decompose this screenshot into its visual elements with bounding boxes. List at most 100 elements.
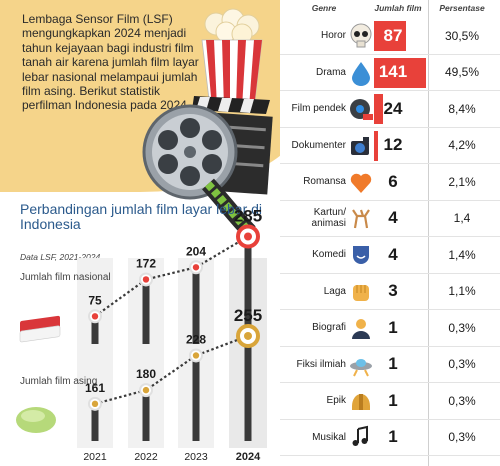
- data-label: 180: [136, 367, 156, 381]
- x-tick-label: 2022: [134, 451, 158, 463]
- stem-0-2: [192, 267, 200, 344]
- percentage-value: 1,1%: [448, 284, 476, 299]
- genre-label: Horor: [320, 30, 346, 42]
- deer-icon: [352, 208, 370, 228]
- genre-label: Fiksi ilmiah: [296, 358, 346, 370]
- genre-label: Kartun/ animasi: [311, 207, 346, 230]
- portrait-icon: [352, 319, 370, 339]
- genre-label: Laga: [323, 285, 346, 297]
- intro-text: Lembaga Sensor Film (LSF) mengungkapkan …: [22, 12, 199, 113]
- series-label-asing: Jumlah film asing: [20, 376, 98, 387]
- film-count: 6: [388, 171, 398, 191]
- stem-0-0: [91, 316, 99, 344]
- data-point-core-1-2: [192, 352, 200, 359]
- percentage-value: 1,4%: [448, 247, 476, 262]
- data-label: 161: [85, 381, 105, 395]
- percentage-value: 8,4%: [448, 101, 476, 116]
- table-row: Fiksi ilmiah 1 0,3%: [280, 347, 500, 383]
- indonesian-flag-icon: [19, 315, 61, 343]
- header-count: Jumlah film: [374, 3, 422, 13]
- film-reel-illustration: [142, 104, 238, 200]
- table-row: Kartun/ animasi 4 1,4: [280, 201, 500, 237]
- series-line-1: [94, 334, 249, 405]
- line-chart: 75 172 204 285 161 180 228 255 2021 2022 2023 2024: [16, 207, 267, 463]
- film-count: 87: [383, 25, 403, 45]
- table-row: Horor 87 30,5%: [280, 18, 500, 55]
- ufo-icon: [350, 358, 372, 376]
- header-percentage: Persentase: [439, 3, 485, 13]
- count-bar: [374, 130, 379, 161]
- heart-icon: [350, 173, 372, 193]
- music-note-icon: [352, 425, 368, 446]
- genre-label: Musikal: [312, 431, 346, 443]
- data-label: 255: [234, 306, 262, 325]
- data-point-core-1-3: [244, 331, 252, 340]
- stem-1-1: [142, 390, 150, 441]
- genre-label: Romansa: [303, 176, 346, 188]
- stem-1-3: [244, 335, 252, 441]
- table-row: Biografi 1 0,3%: [280, 310, 500, 347]
- film-reel-icon: [350, 99, 373, 120]
- x-tick-label: 2021: [83, 451, 107, 463]
- skull-icon: [350, 23, 372, 48]
- series-line-0: [94, 235, 249, 318]
- count-bar: [374, 21, 407, 51]
- data-label: 172: [136, 256, 156, 270]
- film-count: 4: [388, 244, 398, 264]
- table-row: Drama 141 49,5%: [280, 55, 500, 91]
- stem-1-2: [192, 355, 200, 441]
- popcorn-icon: [201, 8, 263, 109]
- film-count: 24: [383, 98, 403, 118]
- genre-label: Komedi: [312, 249, 346, 261]
- helmet-icon: [352, 394, 370, 410]
- percentage-value: 2,1%: [448, 174, 476, 189]
- stem-0-1: [142, 279, 150, 344]
- film-count: 1: [388, 354, 398, 374]
- chart-source: Data LSF, 2021-2024: [20, 252, 101, 262]
- data-label: 75: [88, 293, 102, 307]
- film-count: 1: [388, 427, 398, 447]
- genre-label: Film pendek: [291, 103, 346, 115]
- table-row: Film pendek 24 8,4%: [280, 91, 500, 128]
- x-tick-label: 2023: [184, 451, 208, 463]
- percentage-value: 0,3%: [448, 320, 476, 335]
- chart-title: Perbandingan jumlah film layar lebar di …: [20, 201, 263, 232]
- film-count: 1: [388, 390, 398, 410]
- stem-0-3: [244, 236, 252, 344]
- fist-icon: [353, 284, 369, 301]
- column-divider: [428, 0, 429, 466]
- tear-drop-icon: [352, 61, 370, 86]
- table-row: Musikal 1 0,3%: [280, 420, 500, 456]
- header-genre: Genre: [311, 3, 337, 13]
- genre-label: Drama: [315, 66, 346, 78]
- data-label: 228: [186, 332, 206, 346]
- table-row: Laga 3 1,1%: [280, 274, 500, 310]
- data-point-core-0-3: [244, 232, 252, 241]
- film-count: 3: [388, 281, 398, 301]
- percentage-value: 4,2%: [448, 138, 476, 153]
- genre-label: Biografi: [312, 322, 346, 334]
- data-point-core-0-2: [192, 264, 200, 271]
- film-count: 1: [388, 317, 398, 337]
- percentage-value: 0,3%: [448, 357, 476, 372]
- genre-label: Epik: [326, 395, 346, 407]
- data-point-core-0-0: [91, 313, 99, 320]
- camera-icon: [351, 136, 369, 155]
- film-count: 12: [383, 135, 403, 155]
- data-point-core-1-0: [91, 400, 99, 408]
- stem-1-0: [91, 403, 99, 441]
- green-globe-icon: [16, 407, 56, 433]
- film-count: 4: [388, 208, 398, 228]
- table-row: Komedi 4 1,4%: [280, 237, 500, 274]
- data-label: 204: [186, 244, 206, 258]
- percentage-value: 0,3%: [448, 430, 476, 445]
- data-point-core-0-1: [142, 276, 150, 283]
- percentage-value: 49,5%: [444, 65, 480, 80]
- data-point-core-1-1: [142, 386, 150, 394]
- count-bar: [374, 57, 426, 88]
- count-bar: [374, 94, 383, 124]
- table-row: Epik 1 0,3%: [280, 383, 500, 420]
- table-row: Dokumenter 12 4,2%: [280, 128, 500, 164]
- data-label: 285: [234, 207, 262, 226]
